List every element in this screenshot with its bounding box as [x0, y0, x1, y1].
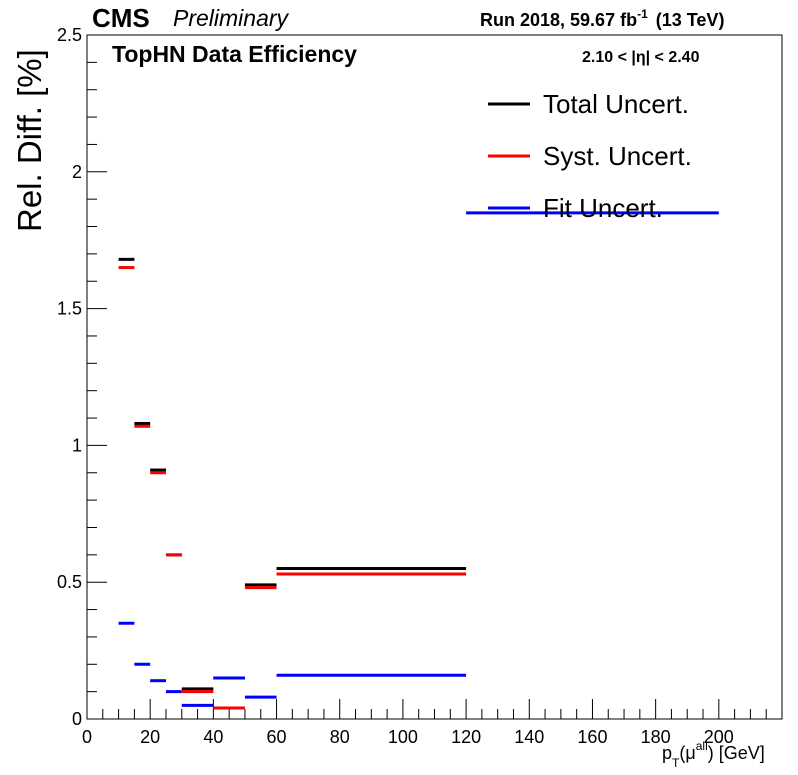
legend-entry: Fit Uncert.: [543, 193, 663, 223]
preliminary-label: Preliminary: [173, 5, 290, 31]
energy-text: (13 TeV): [656, 10, 725, 30]
x-label-p: p: [662, 743, 672, 763]
data-series: [118, 211, 719, 710]
y-axis-label: Rel. Diff. [%]: [11, 49, 48, 232]
x-tick-label: 100: [388, 727, 418, 747]
x-tick-label: 140: [514, 727, 544, 747]
plot-frame: [86, 34, 783, 720]
run-info-text: Run 2018, 59.67 fb: [480, 10, 637, 30]
x-tick-label: 120: [451, 727, 481, 747]
legend: Total Uncert. Syst. Uncert. Fit Uncert.: [488, 89, 692, 223]
axis-ticks: 0 20 40 60 80 100 120 140 160 180 200 0 0.5 1 1.5 2 2.5: [57, 25, 783, 747]
y-tick-label: 0.5: [57, 572, 82, 592]
x-tick-label: 60: [267, 727, 287, 747]
x-tick-label: 20: [140, 727, 160, 747]
x-tick-label: 0: [82, 727, 92, 747]
eta-region: 2.10 < |η| < 2.40: [582, 49, 700, 66]
x-label-tail: ) [GeV]: [708, 743, 765, 763]
x-tick-label: 40: [203, 727, 223, 747]
y-tick-label: 1: [72, 435, 82, 455]
x-tick-label: 80: [330, 727, 350, 747]
x-label-sub: T: [672, 756, 680, 770]
legend-entry: Syst. Uncert.: [543, 141, 692, 171]
y-tick-label: 2.5: [57, 25, 82, 45]
run-info: Run 2018, 59.67 fb-1 (13 TeV): [480, 7, 724, 30]
x-tick-label: 200: [704, 727, 734, 747]
y-tick-label: 2: [72, 162, 82, 182]
legend-entry: Total Uncert.: [543, 89, 689, 119]
y-tick-label: 0: [72, 709, 82, 729]
lumi-exponent: -1: [637, 7, 648, 21]
chart-title: TopHN Data Efficiency: [112, 41, 357, 67]
cms-label: CMS: [92, 3, 150, 33]
x-label-paren: (μ: [679, 743, 695, 763]
y-tick-label: 1.5: [57, 299, 82, 319]
x-tick-label: 180: [641, 727, 671, 747]
x-axis-label: pT(μall) [GeV]: [662, 739, 765, 770]
x-label-sup: all: [696, 739, 708, 753]
x-tick-label: 160: [577, 727, 607, 747]
